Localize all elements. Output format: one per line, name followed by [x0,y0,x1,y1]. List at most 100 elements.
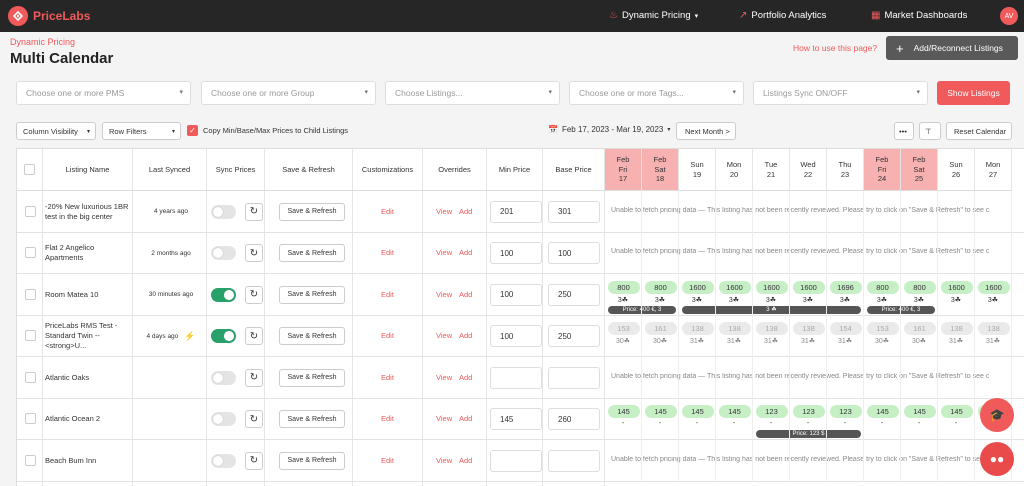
show-listings-button[interactable]: Show Listings [937,81,1010,105]
base-price-input[interactable] [548,366,600,389]
save-refresh-button[interactable]: Save & Refresh [279,368,345,387]
overrides-add-link[interactable]: Add [459,289,473,299]
chat-support-icon[interactable]: ●● [980,442,1014,476]
copy-prices-checkbox[interactable]: ✓ [187,125,198,136]
daily-price-pill[interactable]: 1600 [681,280,714,294]
daily-price-pill[interactable]: 145 [718,405,751,419]
date-header[interactable]: Mon 20 [716,149,753,191]
date-header[interactable]: Feb Sat 25 [901,149,938,191]
column-visibility-dropdown[interactable]: Column Visibility ▾ [16,122,96,140]
overrides-view-link[interactable]: View [436,455,453,465]
row-checkbox[interactable] [25,454,36,466]
date-header[interactable]: Thu 23 [827,149,864,191]
overrides-view-link[interactable]: View [436,248,453,258]
date-range-picker[interactable]: 📅 Feb 17, 2023 - Mar 19, 2023 ▾ [548,125,670,134]
min-price-input[interactable]: 145 [490,408,542,431]
refresh-icon[interactable]: ↻ [245,285,263,304]
daily-price-pill[interactable]: 800 [644,280,677,294]
base-price-input[interactable]: 100 [548,242,600,265]
save-refresh-button[interactable]: Save & Refresh [279,202,345,221]
col-last-synced[interactable]: Last Synced [133,149,207,191]
listing-name[interactable]: -20% New luxurious 1BR test in the big c… [45,201,129,221]
override-bar[interactable]: Price: 400 €, 3 [608,305,676,314]
sync-prices-toggle[interactable] [211,370,236,385]
hierarchy-icon[interactable]: ⊤ [919,122,941,140]
refresh-icon[interactable]: ↻ [245,368,263,387]
overrides-add-link[interactable]: Add [459,372,473,382]
select-all-checkbox[interactable] [24,164,35,175]
sync-prices-toggle[interactable] [211,287,236,302]
overrides-view-link[interactable]: View [436,206,453,216]
save-refresh-button[interactable]: Save & Refresh [279,451,345,470]
nav-portfolio-analytics[interactable]: ↗ Portfolio Analytics [739,10,826,21]
daily-price-pill[interactable]: 800 [903,280,936,294]
daily-price-pill[interactable]: 153 [607,322,640,336]
save-refresh-button[interactable]: Save & Refresh [279,244,345,263]
customizations-edit-link[interactable]: Edit [381,289,394,299]
min-price-input[interactable] [490,449,542,472]
overrides-view-link[interactable]: View [436,372,453,382]
daily-price-pill[interactable]: 138 [940,322,973,336]
copy-prices-option[interactable]: ✓ Copy Min/Base/Max Prices to Child List… [187,125,348,136]
customizations-edit-link[interactable]: Edit [381,414,394,424]
listings-select[interactable]: Choose Listings... ▾ [385,81,560,105]
daily-price-pill[interactable]: 138 [718,322,751,336]
date-header[interactable]: Sun 19 [679,149,716,191]
row-checkbox[interactable] [25,205,36,217]
listing-name[interactable]: Beach Bum Inn [45,455,97,465]
daily-price-pill[interactable]: 123 [829,405,862,419]
daily-price-pill[interactable]: 138 [755,322,788,336]
daily-price-pill[interactable]: 800 [607,280,640,294]
date-header[interactable]: Sun 26 [938,149,975,191]
customizations-edit-link[interactable]: Edit [381,331,394,341]
daily-price-pill[interactable]: 138 [977,322,1010,336]
customizations-edit-link[interactable]: Edit [381,206,394,216]
brand-logo[interactable]: PriceLabs [8,6,90,26]
daily-price-pill[interactable]: 1696 [829,280,862,294]
daily-price-pill[interactable]: 1600 [792,280,825,294]
date-header[interactable]: Mon 27 [975,149,1012,191]
refresh-icon[interactable]: ↻ [245,451,263,470]
refresh-icon[interactable]: ↻ [245,202,263,221]
overrides-add-link[interactable]: Add [459,414,473,424]
date-header[interactable]: Tue 21 [753,149,790,191]
daily-price-pill[interactable]: 161 [644,322,677,336]
row-checkbox[interactable] [25,371,36,383]
tags-select[interactable]: Choose one or more Tags... ▾ [569,81,744,105]
row-checkbox[interactable] [25,247,36,259]
daily-price-pill[interactable]: 123 [755,405,788,419]
base-price-input[interactable] [548,449,600,472]
date-header[interactable]: Feb Sat 18 [642,149,679,191]
user-avatar[interactable]: AV [1000,7,1018,25]
how-to-use-link[interactable]: How to use this page? [793,43,878,53]
override-bar[interactable]: Price: 123 $ [756,430,861,439]
listing-name[interactable]: PriceLabs RMS Test - Standard Twin -- <s… [45,321,118,351]
pms-select[interactable]: Choose one or more PMS ▾ [16,81,191,105]
daily-price-pill[interactable]: 145 [681,405,714,419]
overrides-view-link[interactable]: View [436,289,453,299]
more-options-button[interactable]: ••• [894,122,914,140]
sync-prices-toggle[interactable] [211,453,236,468]
date-header[interactable]: Feb Fri 17 [605,149,642,191]
daily-price-pill[interactable]: 1600 [940,280,973,294]
min-price-input[interactable]: 100 [490,325,542,348]
override-bar[interactable]: 3 ☘ [682,305,861,314]
daily-price-pill[interactable]: 123 [792,405,825,419]
daily-price-pill[interactable]: 1600 [718,280,751,294]
refresh-icon[interactable]: ↻ [245,410,263,429]
date-header[interactable]: Wed 22 [790,149,827,191]
sync-prices-toggle[interactable] [211,204,236,219]
reset-calendar-button[interactable]: Reset Calendar [946,122,1012,140]
daily-price-pill[interactable]: 145 [866,405,899,419]
daily-price-pill[interactable]: 145 [607,405,640,419]
min-price-input[interactable] [490,366,542,389]
daily-price-pill[interactable]: 145 [903,405,936,419]
daily-price-pill[interactable]: 800 [866,280,899,294]
nav-dynamic-pricing[interactable]: ♨ Dynamic Pricing ▾ [609,10,698,21]
sync-status-select[interactable]: Listings Sync ON/OFF ▾ [753,81,928,105]
overrides-view-link[interactable]: View [436,331,453,341]
customizations-edit-link[interactable]: Edit [381,372,394,382]
overrides-add-link[interactable]: Add [459,331,473,341]
academy-graduation-cap-icon[interactable]: 🎓 [980,398,1014,432]
row-filters-dropdown[interactable]: Row Filters ▾ [102,122,181,140]
